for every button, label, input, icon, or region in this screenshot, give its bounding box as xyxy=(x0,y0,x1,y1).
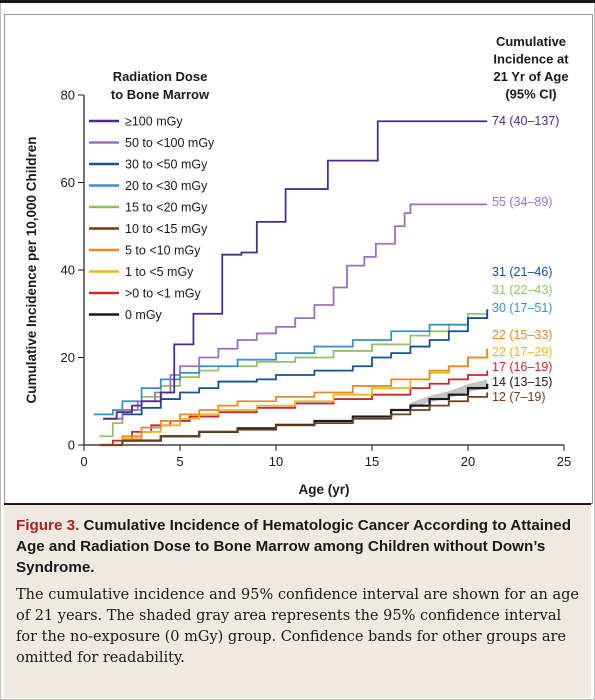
y-tick-label: 0 xyxy=(68,438,75,453)
figure-caption: Figure 3. Cumulative Incidence of Hemato… xyxy=(4,503,591,698)
legend-label: ≥100 mGy xyxy=(125,115,183,129)
legend-title: Radiation Dose xyxy=(113,69,208,84)
legend-label: 30 to <50 mGy xyxy=(125,158,208,172)
end-label-title: (95% CI) xyxy=(505,87,556,102)
x-tick-label: 5 xyxy=(176,454,183,469)
end-label: 14 (13–15) xyxy=(492,375,552,389)
end-label: 31 (21–46) xyxy=(492,265,552,279)
legend-label: 15 to <20 mGy xyxy=(125,201,208,215)
y-tick-label: 40 xyxy=(61,263,75,278)
caption-label: Figure 3. xyxy=(16,517,80,534)
chart-svg: 0 5 10 15 20 25 0 20 40 60 80 Age (yr) Cumulative In… xyxy=(24,34,571,497)
x-tick-label: 0 xyxy=(80,454,87,469)
legend-label: >0 to <1 mGy xyxy=(125,287,201,301)
y-axis-label: Cumulative Incidence per 10,000 Children xyxy=(24,136,39,403)
y-tick-label: 80 xyxy=(61,88,75,103)
legend-label: 50 to <100 mGy xyxy=(125,136,215,150)
end-label-title: Incidence at xyxy=(493,52,569,67)
series-line-20 to <30 mGy xyxy=(93,313,489,416)
end-label: 22 (15–33) xyxy=(492,328,552,342)
y-tick-label: 20 xyxy=(61,350,75,365)
caption-body: The cumulative incidence and 95% confide… xyxy=(16,587,579,666)
end-label: 30 (17–51) xyxy=(492,301,552,315)
series-line-5 to <10 mGy xyxy=(99,348,489,446)
end-label: 22 (17–29) xyxy=(492,345,552,359)
end-label: 31 (22–43) xyxy=(492,283,552,297)
legend-title: to Bone Marrow xyxy=(111,87,210,102)
x-tick-label: 25 xyxy=(557,454,571,469)
x-tick-label: 15 xyxy=(365,454,379,469)
x-tick-label: 10 xyxy=(269,454,283,469)
legend-label: 0 mGy xyxy=(125,308,163,322)
end-label: 74 (40–137) xyxy=(492,114,559,128)
chart-panel: 0 5 10 15 20 25 0 20 40 60 80 Age (yr) Cumulative In… xyxy=(4,14,593,504)
x-tick-label: 20 xyxy=(461,454,475,469)
legend-label: 5 to <10 mGy xyxy=(125,244,201,258)
series-line-≥100 mGy xyxy=(103,120,488,420)
top-rule xyxy=(0,0,595,3)
caption-title-text: Cumulative Incidence of Hematologic Canc… xyxy=(16,517,572,576)
caption-title: Figure 3. Cumulative Incidence of Hemato… xyxy=(16,515,576,578)
end-label-title: 21 Yr of Age xyxy=(493,69,568,84)
legend-label: 10 to <15 mGy xyxy=(125,222,208,236)
series-line-10 to <15 mGy xyxy=(99,392,489,446)
end-label-title: Cumulative xyxy=(496,34,566,49)
end-label: 55 (34–89) xyxy=(492,195,552,209)
end-label: 17 (16–19) xyxy=(492,360,552,374)
legend-label: 1 to <5 mGy xyxy=(125,265,194,279)
x-axis-label: Age (yr) xyxy=(298,482,349,497)
end-label: 12 (7–19) xyxy=(492,390,546,404)
legend-label: 20 to <30 mGy xyxy=(125,179,208,193)
series-line-1 to <5 mGy xyxy=(99,348,489,446)
y-tick-label: 60 xyxy=(61,175,75,190)
